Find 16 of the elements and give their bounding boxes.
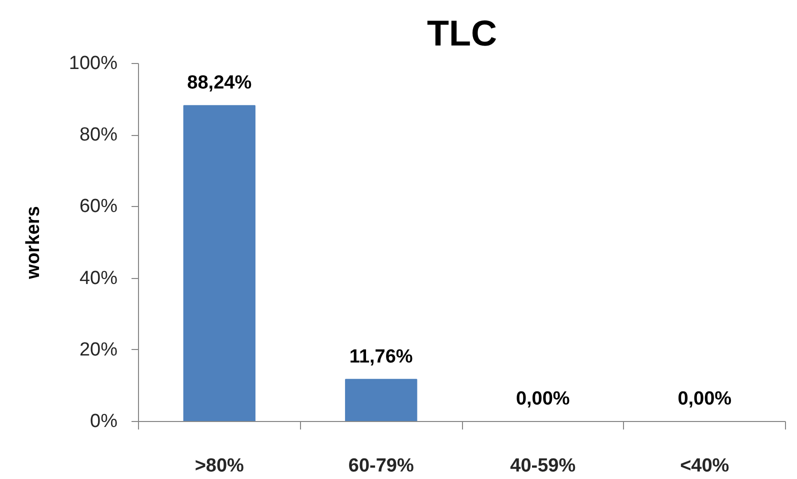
y-tick-label: 0% [90, 411, 118, 432]
y-tick-label: 40% [79, 268, 118, 289]
chart-title: TLC [427, 12, 497, 54]
data-label: 0,00% [516, 388, 570, 410]
y-tick-label: 60% [79, 196, 118, 218]
y-tick-label: 80% [79, 124, 118, 146]
data-label: 0,00% [678, 388, 732, 410]
x-tick-label: 60-79% [348, 456, 414, 476]
y-axis-title: workers [22, 206, 44, 280]
data-label: 11,76% [349, 346, 413, 368]
x-tick-label: 40-59% [510, 456, 576, 476]
y-tick-label: 100% [68, 53, 118, 74]
x-tick-label: <40% [680, 456, 730, 476]
x-tick-label: >80% [194, 456, 244, 476]
y-tick-label: 20% [79, 339, 118, 360]
data-label: 88,24% [187, 72, 252, 94]
